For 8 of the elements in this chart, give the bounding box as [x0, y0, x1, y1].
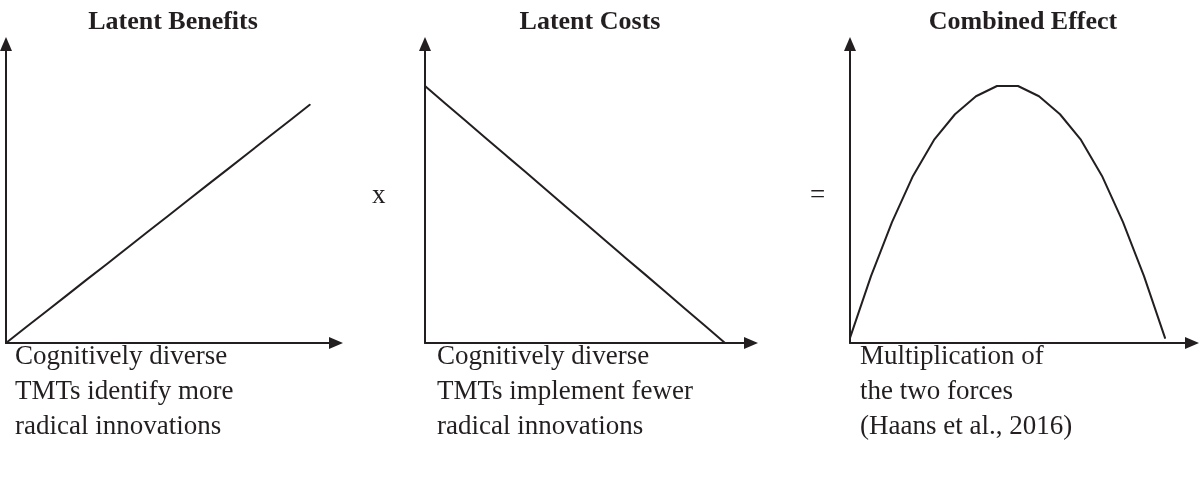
chart-title: Latent Costs: [519, 5, 661, 35]
x-axis-title: Multiplication of the two forces (Haans et al., 2016): [860, 339, 1073, 440]
chart-title: Combined Effect: [928, 5, 1118, 35]
x-axis-title: Cognitively diverse TMTs identify more radical innovations: [15, 339, 234, 440]
x-axis-title: Cognitively diverse TMTs implement fewer radical innovations: [437, 339, 694, 440]
text: =: [810, 178, 826, 209]
text: x: [372, 178, 386, 209]
chart-title: Latent Benefits: [88, 5, 258, 35]
